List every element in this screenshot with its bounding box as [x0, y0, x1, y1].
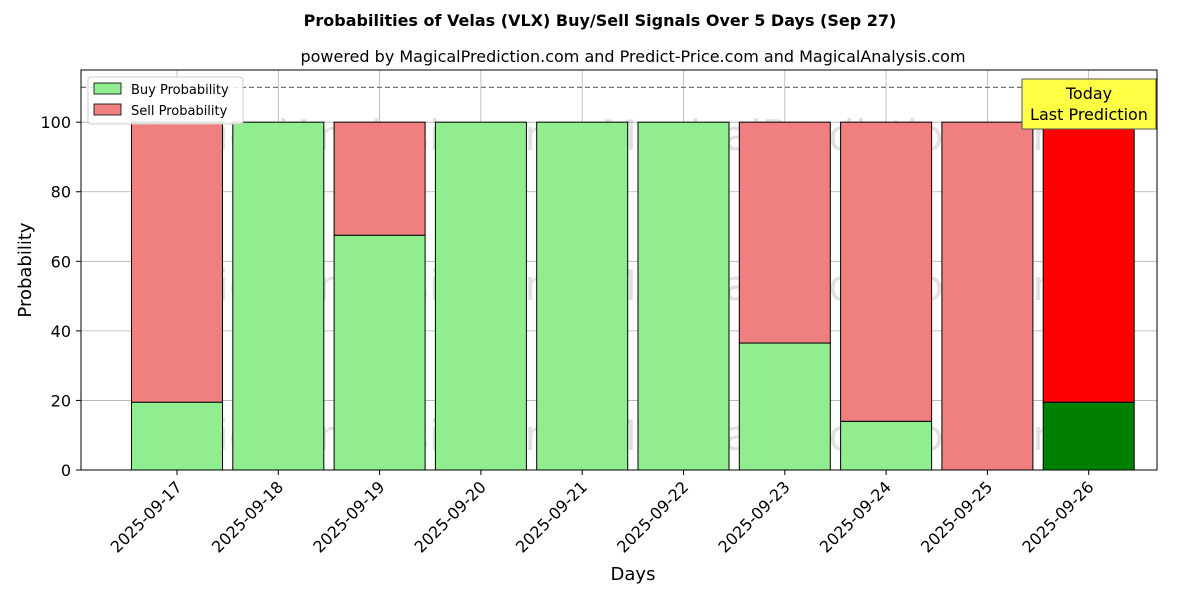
bar-sell	[333, 121, 426, 236]
annotation-line-1: Today	[1065, 84, 1112, 103]
y-axis: 0 20 40 60 80 100	[40, 113, 81, 480]
today-annotation: Today Last Prediction	[1021, 78, 1157, 130]
legend-swatch-buy	[93, 82, 122, 95]
y-tick-label: 0	[61, 461, 71, 480]
x-tick-label: 2025-09-20	[411, 477, 490, 556]
x-tick-label: 2025-09-23	[714, 477, 793, 556]
plot-frame	[80, 69, 1158, 471]
bar-buy	[1042, 401, 1135, 471]
bars	[131, 121, 1135, 471]
annotation-line-2: Last Prediction	[1030, 105, 1148, 124]
y-tick-label: 40	[51, 322, 71, 341]
y-tick-label: 100	[40, 113, 71, 132]
x-tick-label: 2025-09-26	[1018, 477, 1097, 556]
x-tick-label: 2025-09-25	[917, 477, 996, 556]
bar-buy	[333, 234, 426, 471]
bar-sell	[941, 121, 1034, 471]
x-tick-label: 2025-09-17	[107, 477, 186, 556]
legend-swatch-sell	[93, 103, 122, 116]
x-tick-label: 2025-09-22	[613, 477, 692, 556]
x-tick-label: 2025-09-21	[512, 477, 591, 556]
bar-sell	[738, 121, 831, 344]
bar-buy	[434, 121, 527, 471]
legend: Buy Probability Sell Probability	[87, 76, 244, 125]
bar-buy	[232, 121, 325, 471]
bar-buy	[637, 121, 730, 471]
y-tick-label: 80	[51, 183, 71, 202]
legend-box	[87, 76, 244, 125]
bar-sell	[131, 121, 223, 403]
x-tick-label: 2025-09-19	[309, 477, 388, 556]
bar-buy	[536, 121, 629, 471]
bar-buy	[131, 401, 223, 471]
x-axis-label: Days	[611, 564, 656, 585]
x-tick-label: 2025-09-18	[208, 477, 287, 556]
chart-title: Probabilities of Velas (VLX) Buy/Sell Si…	[304, 11, 897, 30]
legend-label-sell: Sell Probability	[131, 104, 228, 119]
x-axis: 2025-09-17 2025-09-18 2025-09-19 2025-09-20…	[107, 470, 1098, 557]
chart-subtitle: powered by MagicalPrediction.com and Pre…	[300, 47, 965, 66]
bar-sell	[840, 121, 933, 422]
x-tick-label: 2025-09-24	[816, 477, 895, 556]
bar-sell	[1042, 121, 1135, 403]
legend-label-buy: Buy Probability	[131, 83, 229, 98]
y-axis-label: Probability	[15, 222, 36, 317]
y-tick-label: 20	[51, 391, 71, 410]
bar-buy	[840, 420, 933, 471]
y-tick-label: 60	[51, 252, 71, 271]
annotation-box	[1021, 78, 1157, 130]
bar-buy	[738, 342, 831, 471]
